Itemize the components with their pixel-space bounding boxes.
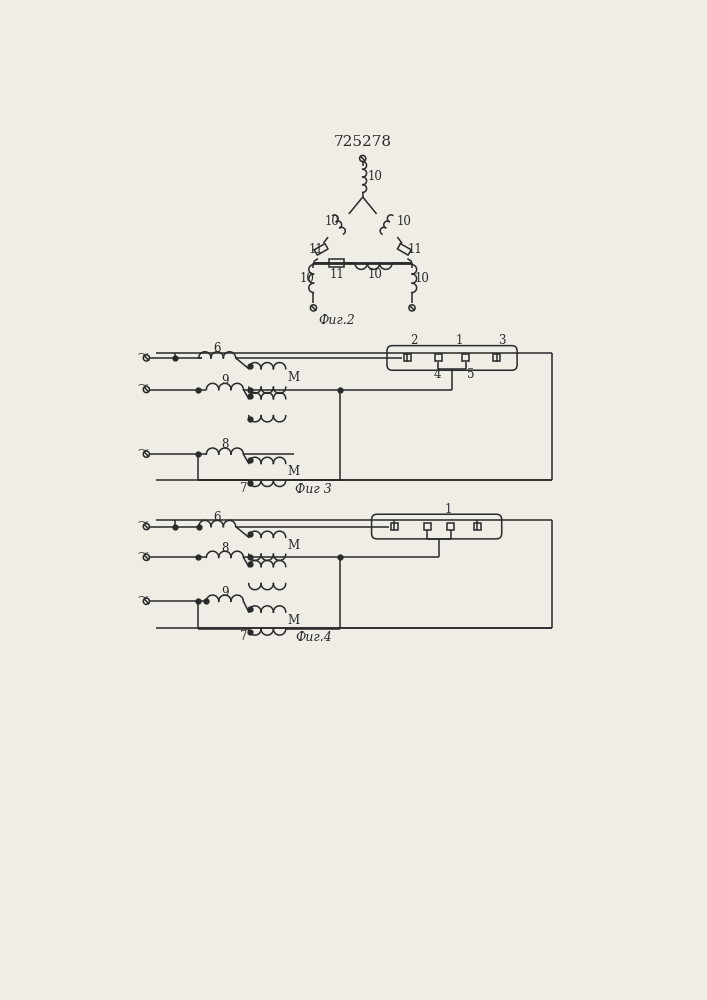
Text: 10: 10 bbox=[325, 215, 339, 228]
Text: M: M bbox=[287, 539, 299, 552]
Bar bbox=[462, 354, 469, 361]
Text: ~: ~ bbox=[136, 444, 149, 458]
Text: 11: 11 bbox=[407, 243, 422, 256]
Text: Фиг.4: Фиг.4 bbox=[295, 631, 332, 644]
Text: 11: 11 bbox=[329, 267, 344, 280]
Text: 8: 8 bbox=[221, 438, 228, 451]
Text: ~: ~ bbox=[136, 379, 149, 393]
Text: 9: 9 bbox=[221, 374, 228, 387]
Bar bbox=[447, 523, 454, 530]
Text: 6: 6 bbox=[214, 342, 221, 355]
Bar bbox=[404, 354, 411, 361]
Text: 2: 2 bbox=[409, 334, 417, 347]
Bar bbox=[493, 354, 500, 361]
Text: 1: 1 bbox=[444, 503, 452, 516]
Text: M: M bbox=[287, 614, 299, 627]
Text: 10: 10 bbox=[397, 215, 411, 228]
Text: 7: 7 bbox=[240, 482, 247, 495]
Text: 10: 10 bbox=[415, 272, 430, 285]
Text: Фиг.2: Фиг.2 bbox=[318, 314, 355, 327]
Text: M: M bbox=[287, 465, 299, 478]
Text: 10: 10 bbox=[368, 267, 382, 280]
Text: 10: 10 bbox=[368, 170, 382, 183]
Bar bbox=[435, 354, 442, 361]
Text: 7: 7 bbox=[240, 630, 247, 643]
Text: M: M bbox=[287, 371, 299, 384]
Text: 4: 4 bbox=[433, 368, 441, 381]
Text: 10: 10 bbox=[300, 272, 315, 285]
Text: 8: 8 bbox=[221, 542, 228, 555]
Text: 1: 1 bbox=[456, 334, 463, 347]
Text: ~: ~ bbox=[136, 516, 149, 530]
Bar bbox=[424, 523, 431, 530]
Text: 5: 5 bbox=[467, 368, 475, 381]
Bar bbox=[391, 523, 398, 530]
Text: ~: ~ bbox=[136, 348, 149, 362]
Text: ~: ~ bbox=[136, 591, 149, 605]
Bar bbox=[329, 259, 344, 267]
Text: 725278: 725278 bbox=[334, 135, 392, 149]
Text: 3: 3 bbox=[498, 334, 506, 347]
Text: ~: ~ bbox=[136, 547, 149, 561]
Bar bbox=[474, 523, 481, 530]
Text: 9: 9 bbox=[221, 586, 228, 599]
Text: Фиг 3: Фиг 3 bbox=[295, 483, 332, 496]
Text: 11: 11 bbox=[309, 243, 324, 256]
Text: 6: 6 bbox=[214, 511, 221, 524]
